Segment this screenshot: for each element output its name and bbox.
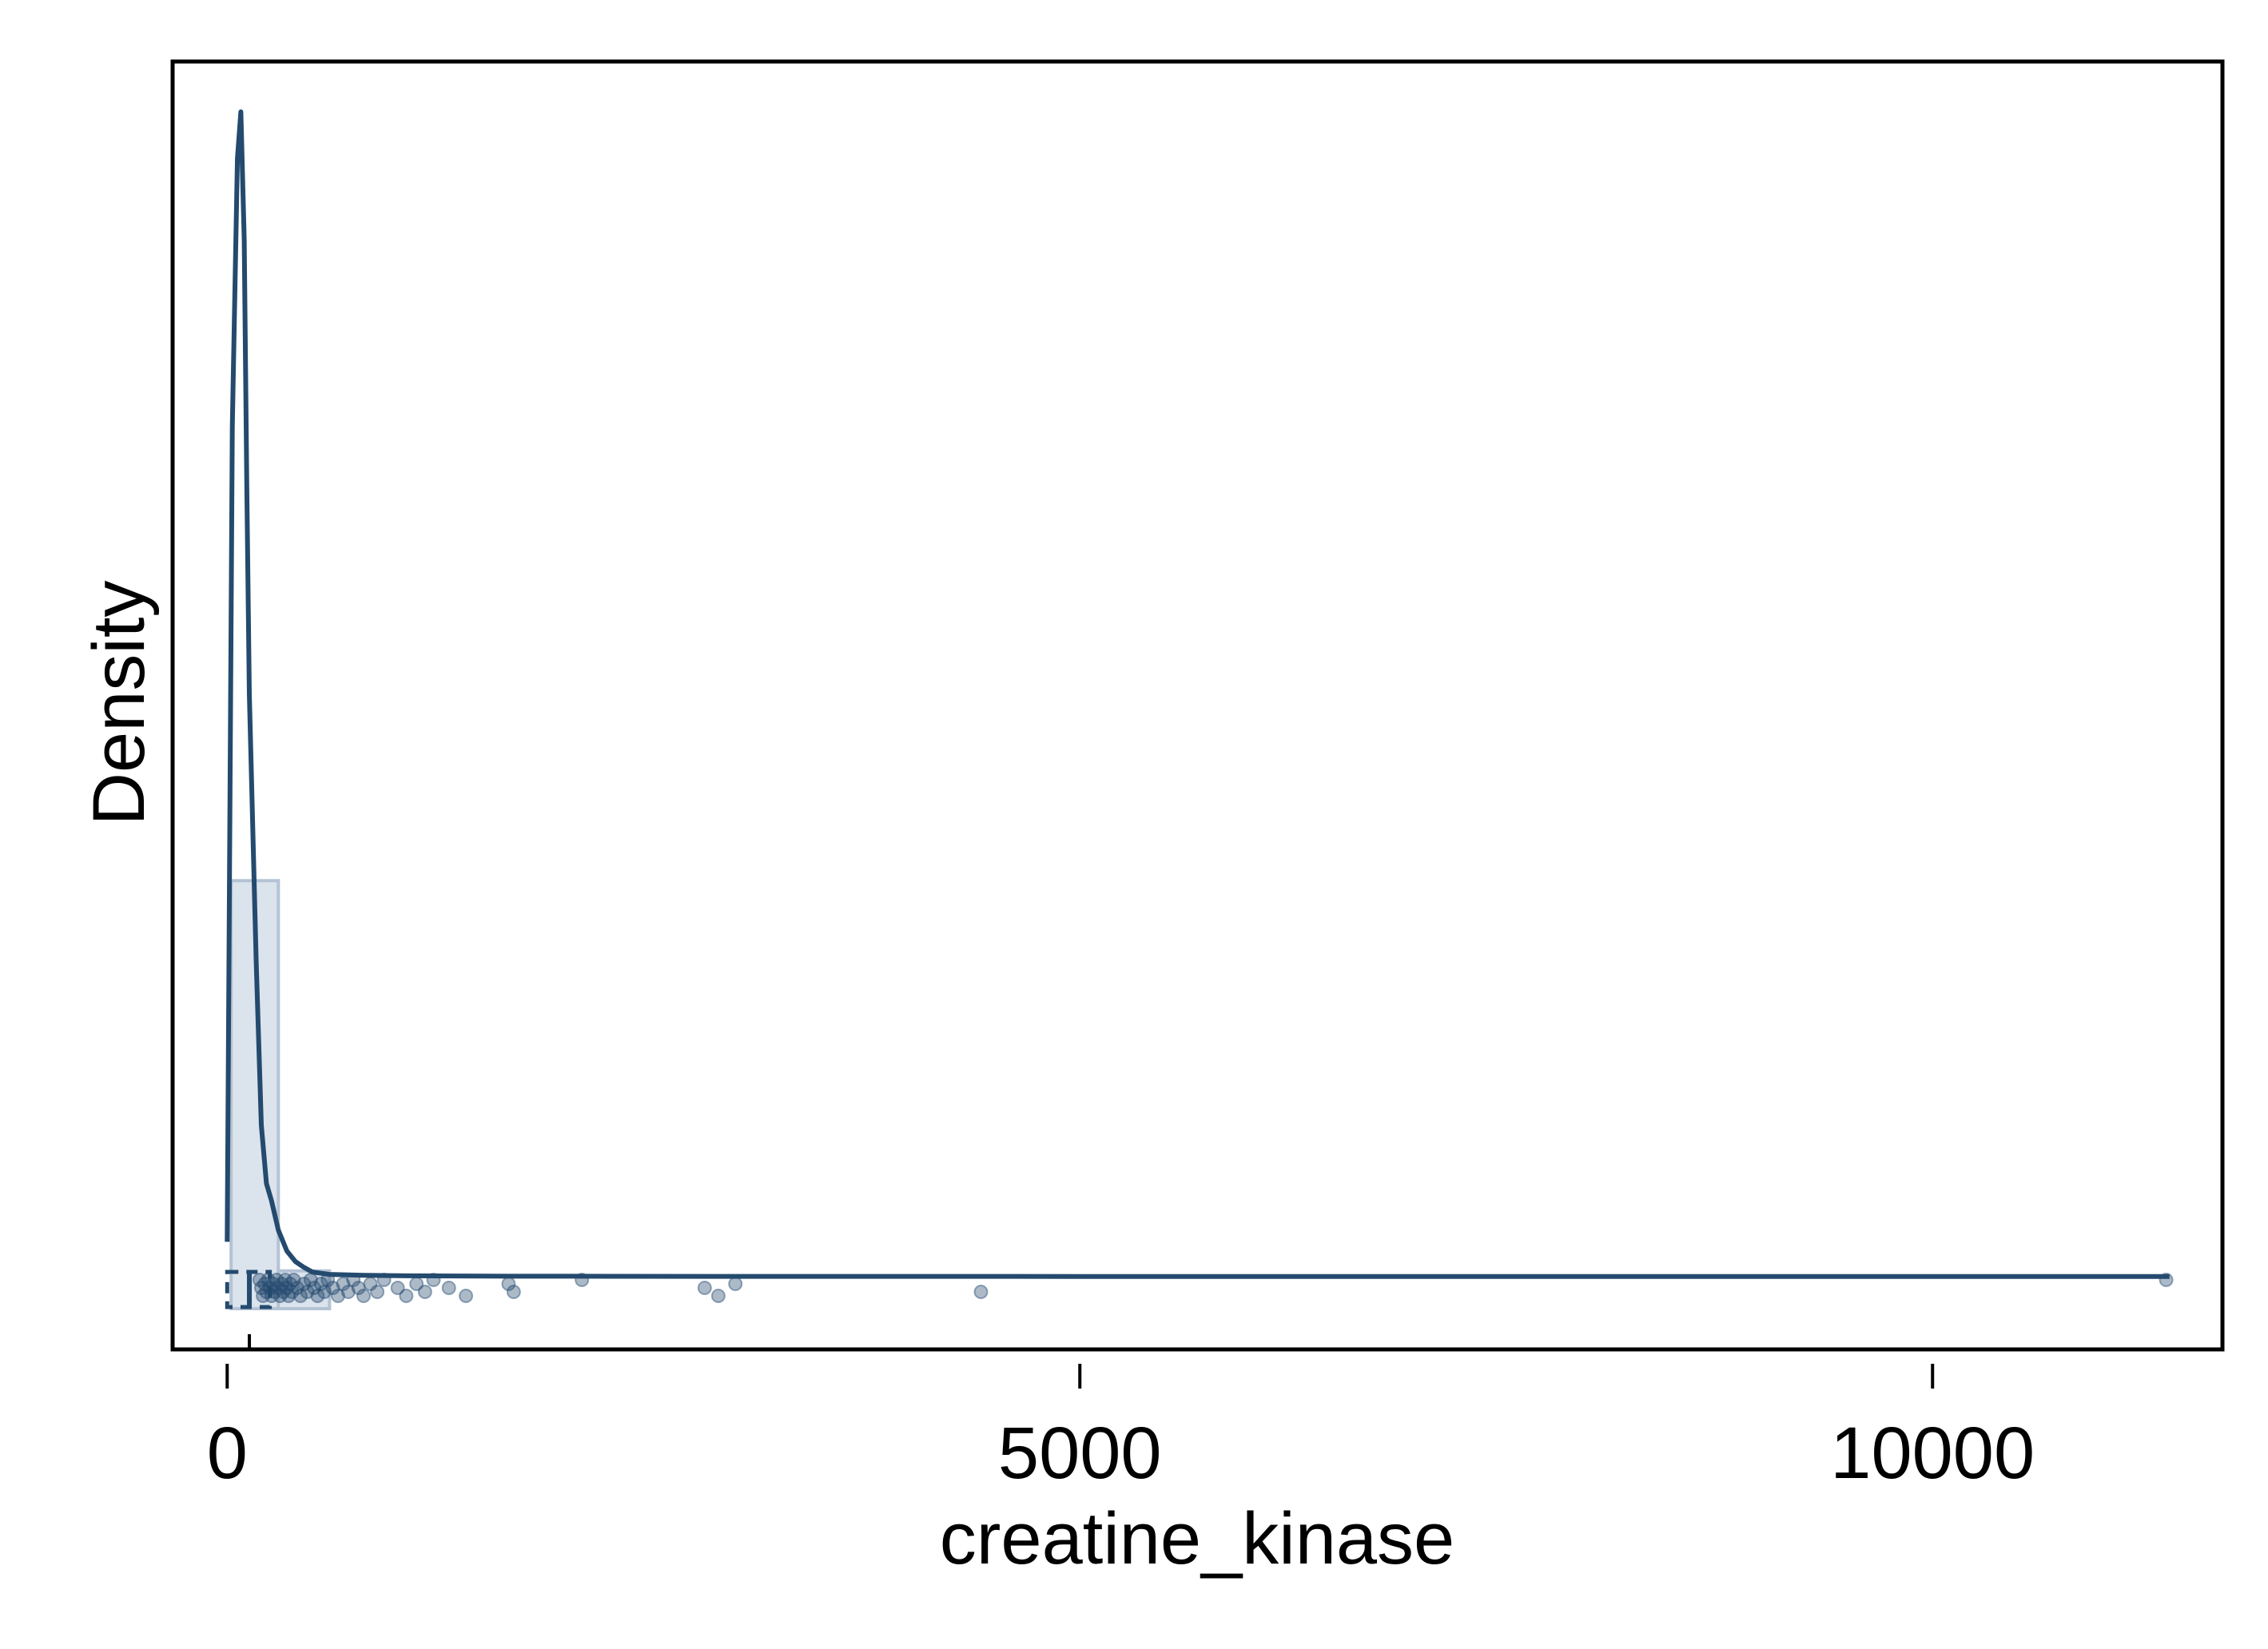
rug-point [697, 1281, 712, 1295]
boxplot [225, 1270, 273, 1309]
rug-point [390, 1281, 405, 1295]
rug-point [276, 1285, 291, 1299]
rug-point [330, 1289, 345, 1303]
rug-point [284, 1285, 300, 1299]
rug-point [417, 1285, 432, 1299]
rug-point [356, 1289, 372, 1303]
rug-point [370, 1285, 385, 1299]
rug-point [296, 1277, 312, 1291]
rug-point [506, 1285, 521, 1299]
rug-points [252, 1273, 2174, 1303]
x-axis: 0 5000 10000 [207, 1334, 2035, 1494]
rug-point [300, 1285, 315, 1299]
rug-point [728, 1277, 743, 1291]
rug-point [316, 1285, 332, 1299]
rug-point [279, 1281, 294, 1295]
rug-point [281, 1289, 296, 1303]
density-curve [225, 109, 2170, 1279]
rug-point [351, 1281, 366, 1295]
rug-point [293, 1289, 308, 1303]
rug-point [307, 1281, 322, 1295]
y-axis-label: Density [78, 581, 160, 826]
rug-point [289, 1281, 304, 1295]
rug-point [269, 1273, 284, 1287]
rug-point [271, 1281, 286, 1295]
rug-point [441, 1281, 456, 1295]
histogram-bar [277, 1269, 332, 1310]
x-tick-label: 0 [207, 1413, 248, 1494]
rug-point [277, 1273, 292, 1287]
rug-point [273, 1289, 288, 1303]
rug-point [459, 1289, 474, 1303]
x-tick-label: 10000 [1830, 1413, 2035, 1494]
rug-point [325, 1281, 340, 1295]
rug-point [313, 1277, 328, 1291]
x-tick-label: 5000 [998, 1413, 1162, 1494]
plot-frame [170, 59, 2225, 1352]
rug-point [399, 1289, 414, 1303]
rug-point [973, 1285, 989, 1299]
rug-point [710, 1289, 726, 1303]
rug-point [253, 1281, 269, 1295]
rug-point [340, 1285, 356, 1299]
rug-point [336, 1277, 351, 1291]
rug-point [310, 1289, 325, 1303]
rug-point [286, 1273, 301, 1287]
rug-point [283, 1277, 298, 1291]
x-axis-label: creatine_kinase [940, 1498, 1454, 1579]
rug-point [274, 1277, 289, 1291]
rug-point [252, 1273, 267, 1287]
